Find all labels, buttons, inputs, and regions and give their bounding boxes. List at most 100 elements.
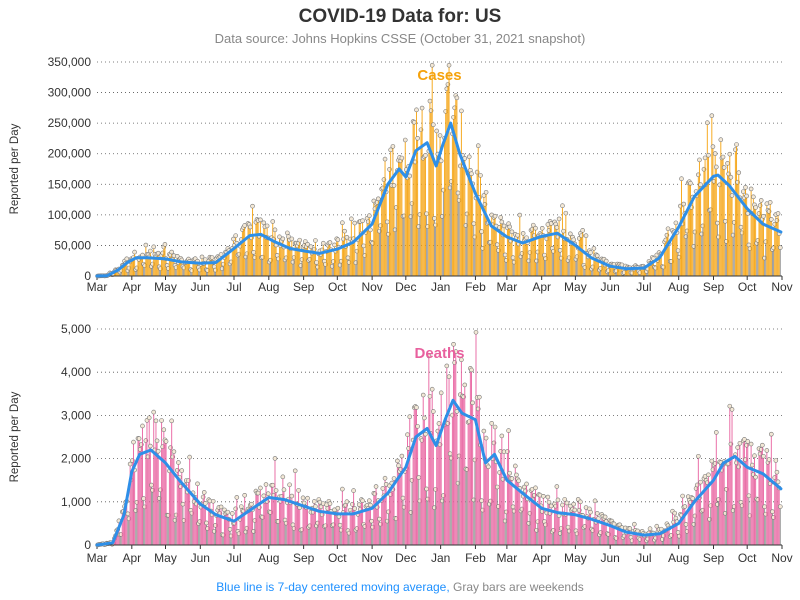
daily-bar [628,267,630,276]
daily-bar [486,223,488,276]
weekend-bar [395,207,397,276]
daily-bar [448,376,450,545]
bar-marker [495,484,500,490]
daily-bar [627,531,629,545]
x-tick-label: Oct [738,551,757,565]
bar-marker [509,229,515,235]
weekend-bar [222,534,224,545]
bar-marker [492,424,498,430]
daily-bar [130,258,132,276]
daily-bar [666,523,668,545]
daily-bar [656,255,658,276]
bar-marker [416,475,422,480]
daily-bar [666,235,668,276]
daily-bar [328,501,330,545]
daily-bar [514,465,516,545]
daily-bar [432,411,434,545]
daily-bar [486,464,488,545]
bar-marker [308,244,314,250]
weekend-bar [733,506,735,545]
bar-marker [709,458,715,464]
daily-bar [296,504,298,545]
bar-marker [446,374,452,380]
weekend-bar [158,498,160,545]
bar-marker [554,484,560,489]
daily-bar [603,259,605,276]
bar-marker [568,503,573,509]
daily-bar [336,513,338,545]
x-tick-label: Jan [431,551,450,565]
bar-marker [427,98,433,104]
daily-bar [711,461,713,545]
daily-bar [616,264,618,276]
bar-marker [431,122,436,128]
daily-bar [526,237,528,276]
weekend-bar [261,257,263,276]
bar-marker [344,499,350,505]
daily-bar [546,238,548,276]
weekend-bar [419,500,421,545]
daily-bar [227,248,229,276]
bar-marker [752,453,757,459]
daily-bar [679,514,681,545]
bar-marker [647,526,653,532]
bar-marker [764,448,770,453]
daily-bar [582,515,584,545]
daily-bar [259,219,261,276]
daily-bar [689,183,691,276]
weekend-bar [323,261,325,276]
daily-bar [719,461,721,545]
y-tick-label: 200,000 [48,147,92,161]
daily-bar [440,392,442,545]
weekend-bar [529,513,531,545]
daily-bar [601,258,603,276]
bar-marker [562,497,568,502]
daily-bar [168,470,170,545]
daily-bar [330,249,332,276]
daily-bar [573,239,575,276]
daily-bar [766,450,768,545]
bar-marker [407,414,413,419]
bar-marker [296,488,301,493]
daily-bar [392,489,394,545]
bar-marker [583,233,589,239]
daily-bar [423,156,425,276]
bar-marker [722,218,728,224]
weekend-bar [757,240,759,276]
daily-bar [548,502,550,545]
bar-marker [345,255,351,261]
daily-bar [515,237,517,276]
bar-marker [775,479,781,485]
daily-bar [767,210,769,276]
daily-bar [742,440,744,545]
daily-bar [620,265,622,276]
daily-bar [729,154,731,276]
daily-bar [122,265,124,276]
bar-marker [515,232,520,238]
daily-bar [485,192,487,276]
daily-bar [200,264,202,276]
y-tick-label: 350,000 [48,55,92,69]
page-subtitle: Data source: Johns Hopkins CSSE (October… [214,31,586,46]
weekend-bar [639,539,641,545]
daily-bar [539,233,541,276]
daily-bar [287,499,289,545]
bar-marker [349,216,354,222]
weekend-bar [347,257,349,276]
bar-marker [367,498,372,503]
bar-marker [368,502,373,508]
daily-bar [232,239,234,276]
daily-bar [247,223,249,276]
daily-bar [281,496,283,545]
bar-marker [444,363,450,369]
daily-bar [176,256,178,276]
bar-marker [728,174,734,180]
daily-bar [514,234,516,276]
bar-marker [369,518,374,524]
x-tick-label: Feb [465,280,486,294]
bar-marker [218,252,224,257]
daily-bar [423,417,425,545]
bar-marker [297,237,302,243]
daily-bar [115,535,117,545]
bar-marker [399,155,405,161]
